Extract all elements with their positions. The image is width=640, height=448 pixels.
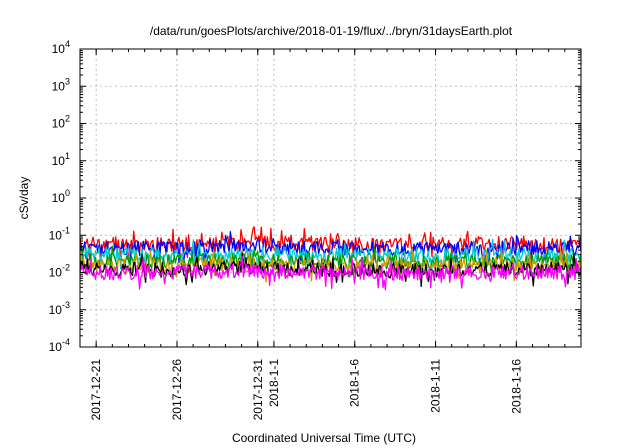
y-tick-label: 104 <box>52 39 70 56</box>
series-layer <box>79 226 582 291</box>
x-tick-label: 2018-1-11 <box>429 359 443 413</box>
y-tick-label: 10-4 <box>49 337 70 354</box>
y-tick-label: 100 <box>52 188 70 205</box>
x-tick-label: 2018-1-6 <box>348 359 362 407</box>
y-axis-label: cSv/day <box>17 177 31 220</box>
y-tick-label: 101 <box>52 151 70 168</box>
grid <box>80 49 581 347</box>
y-tick-label: 10-2 <box>49 263 70 280</box>
series-line <box>79 238 582 272</box>
x-axis-label: Coordinated Universal Time (UTC) <box>232 431 416 445</box>
x-axis: 2017-12-21 2017-12-26 2017-12-31 2018-1-1 20… <box>89 49 566 421</box>
y-tick-label: 102 <box>52 114 70 131</box>
y-tick-label: 10-1 <box>49 225 70 242</box>
x-tick-label: 2018-1-1 <box>267 359 281 407</box>
y-tick-label: 10-3 <box>49 300 70 317</box>
y-tick-label: 103 <box>52 76 70 93</box>
chart-title: /data/run/goesPlots/archive/2018-01-19/f… <box>150 24 513 38</box>
x-tick-label: 2017-12-31 <box>251 359 265 421</box>
x-tick-label: 2017-12-26 <box>170 359 184 421</box>
x-tick-label: 2018-1-16 <box>509 359 523 414</box>
series-line <box>79 255 582 291</box>
x-tick-label: 2017-12-21 <box>89 359 103 421</box>
y-axis: 10-4 10-3 10-2 10-1 100 101 102 103 104 <box>49 39 581 354</box>
